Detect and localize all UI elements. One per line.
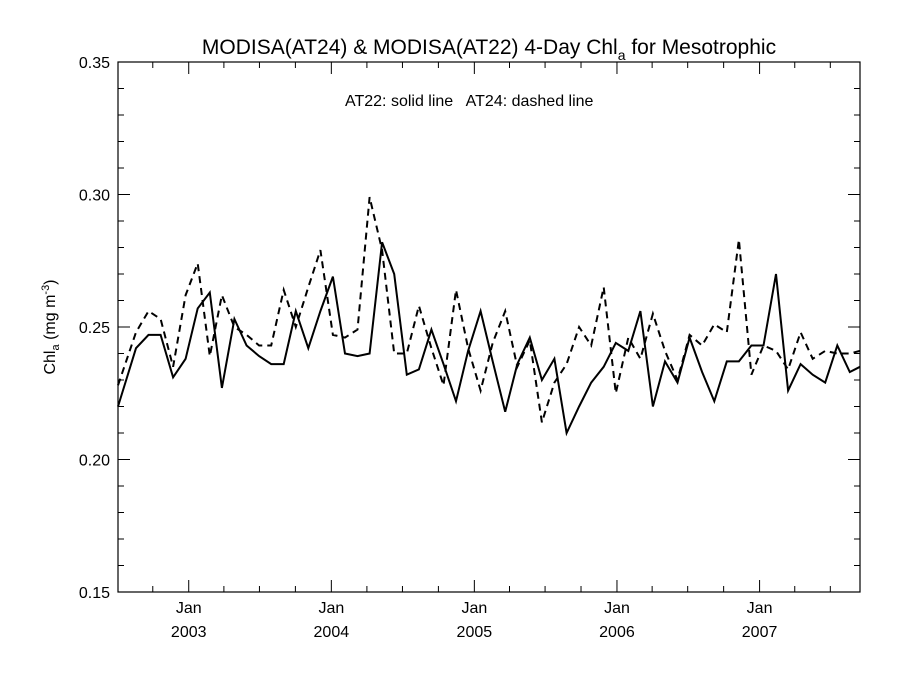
chart-title-main: MODISA(AT24) & MODISA(AT22) 4-Day Chl — [202, 36, 618, 59]
y-axis-label-close: ) — [42, 279, 59, 284]
y-tick-label: 0.35 — [79, 55, 110, 72]
y-tick-label: 0.15 — [79, 585, 110, 602]
x-tick-label-year: 2007 — [742, 624, 778, 641]
x-tick-label-month: Jan — [461, 600, 487, 617]
series-line-at22 — [117, 241, 861, 437]
x-tick-label-year: 2004 — [314, 624, 350, 641]
y-axis-label-superscript: -3 — [40, 285, 52, 295]
x-tick-label-month: Jan — [604, 600, 630, 617]
y-axis-label: Chla (mg m-3) — [40, 279, 62, 374]
chart-title: MODISA(AT24) & MODISA(AT22) 4-Day Chla f… — [202, 36, 776, 63]
y-axis: 0.15 0.20 0.25 0.30 0.35 — [79, 55, 860, 602]
y-tick-label: 0.25 — [79, 320, 110, 337]
x-tick-label-month: Jan — [176, 600, 202, 617]
y-axis-label-main: Chl — [42, 351, 59, 375]
x-tick-label-month: Jan — [318, 600, 344, 617]
series-layer — [117, 196, 861, 437]
series-line-at24 — [117, 196, 861, 423]
x-tick-label-month: Jan — [747, 600, 773, 617]
chart-title-tail: for Mesotrophic — [626, 36, 777, 59]
x-tick-label-year: 2005 — [457, 624, 493, 641]
chart-title-subscript: a — [618, 47, 626, 63]
x-tick-label-year: 2006 — [599, 624, 635, 641]
legend-annotation: AT22: solid line AT24: dashed line — [345, 93, 594, 110]
y-axis-label-subscript: a — [50, 344, 62, 351]
x-axis: Jan 2003 Jan 2004 Jan 2005 Jan 2006 Jan 2007 — [152, 62, 831, 641]
plot-frame — [117, 61, 861, 593]
y-tick-label: 0.20 — [79, 453, 110, 470]
x-tick-label-year: 2003 — [171, 624, 207, 641]
y-tick-label: 0.30 — [79, 188, 110, 205]
y-axis-label-unit: (mg m — [42, 295, 59, 345]
